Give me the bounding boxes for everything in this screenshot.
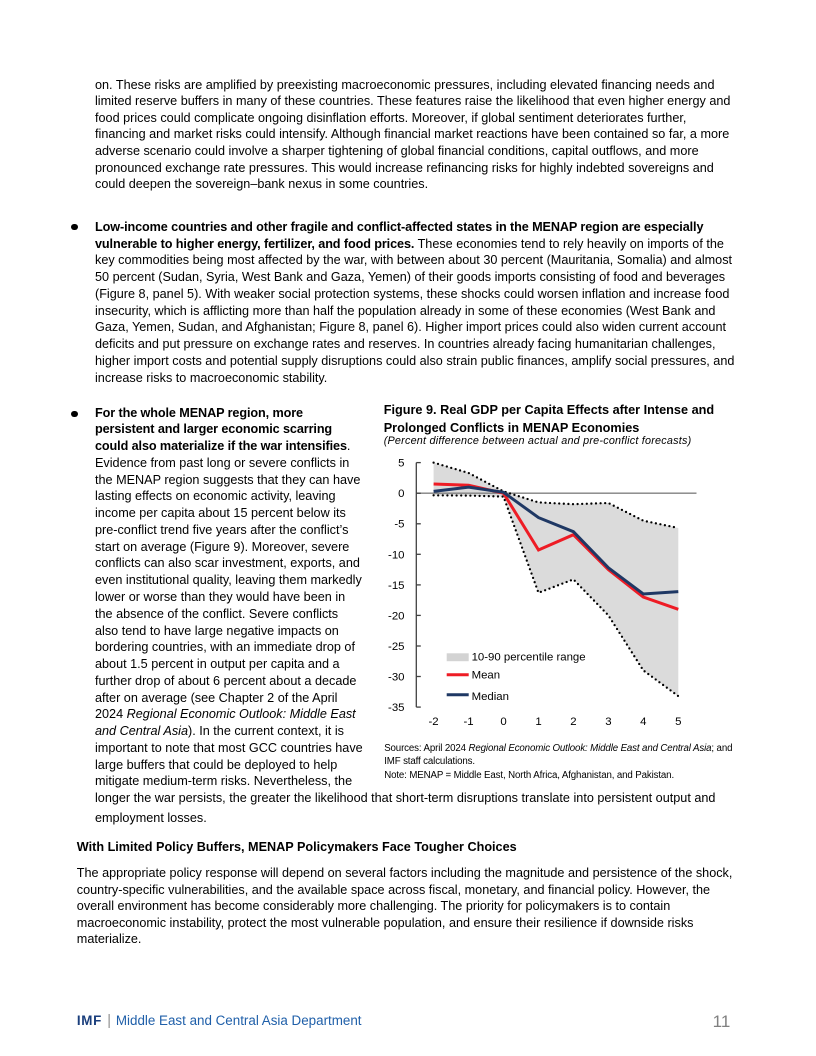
svg-text:0: 0 <box>398 488 404 500</box>
svg-text:2: 2 <box>570 716 576 728</box>
svg-text:-2: -2 <box>429 716 439 728</box>
svg-text:-30: -30 <box>388 672 404 684</box>
svg-text:-5: -5 <box>394 519 404 531</box>
svg-text:0: 0 <box>500 716 506 728</box>
svg-text:-10: -10 <box>388 549 404 561</box>
svg-text:5: 5 <box>398 457 404 469</box>
svg-text:-35: -35 <box>388 702 404 714</box>
svg-text:-15: -15 <box>388 580 404 592</box>
svg-text:-20: -20 <box>388 610 404 622</box>
svg-text:Mean: Mean <box>472 669 501 681</box>
svg-text:10-90 percentile range: 10-90 percentile range <box>472 651 586 663</box>
svg-text:5: 5 <box>675 716 681 728</box>
svg-text:-1: -1 <box>464 716 474 728</box>
svg-text:Median: Median <box>472 691 509 703</box>
svg-text:4: 4 <box>640 716 646 728</box>
svg-text:3: 3 <box>605 716 611 728</box>
svg-text:1: 1 <box>535 716 541 728</box>
svg-text:-25: -25 <box>388 641 404 653</box>
